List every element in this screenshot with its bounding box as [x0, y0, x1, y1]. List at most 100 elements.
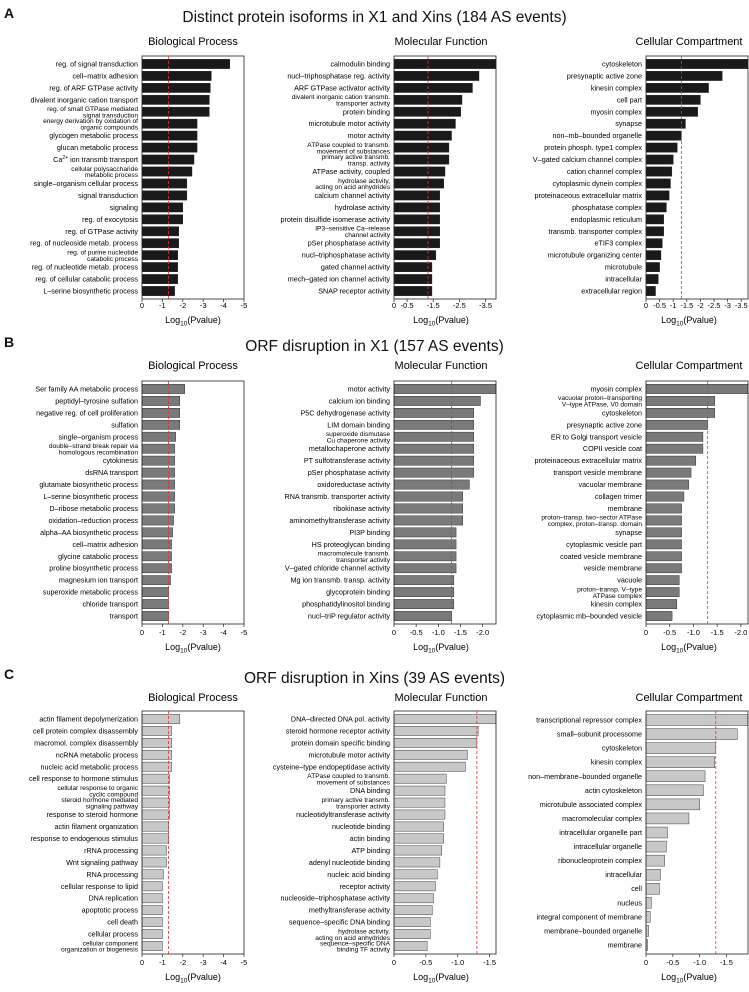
bar	[393, 154, 450, 165]
category-label: cell part	[617, 95, 642, 104]
category-label: coated vesicle membrane	[560, 552, 642, 561]
bar	[393, 142, 450, 153]
category-label: nucleoside–triphosphatase activity	[281, 894, 391, 903]
category-label: ribokinase activity	[333, 504, 390, 513]
x-tick-label: -3.5	[479, 301, 492, 310]
x-tick-label: -1.0	[432, 628, 445, 637]
category-label: reg. of purine nucleotide catabolic proce…	[67, 250, 138, 263]
bar	[141, 190, 188, 201]
category-label: actin filament organization	[54, 822, 138, 831]
category-label: integral component of membrane	[537, 912, 642, 921]
x-axis-label: Log10(Pvalue)	[661, 972, 717, 985]
plot-frame	[393, 55, 497, 300]
bar	[645, 226, 664, 237]
category-label: ATP binding	[352, 846, 391, 855]
chart-b-1: Biological Process Ser family AA metaboli…	[35, 360, 247, 655]
bar	[141, 142, 198, 153]
bar	[393, 821, 444, 832]
bar	[393, 797, 446, 808]
category-label: cytoskeleton	[602, 60, 642, 69]
category-label: intracellular	[605, 870, 642, 879]
category-label: cytokinesis	[103, 456, 139, 465]
bar	[645, 274, 659, 284]
category-label: negative reg. of cell proliferation	[36, 408, 138, 417]
category-label: Wnt signaling pathway	[66, 858, 138, 867]
panel-title-a: Distinct protein isoforms in X1 and Xins…	[182, 9, 567, 26]
plot-frame	[141, 380, 245, 625]
x-tick-label: -1.5	[711, 628, 724, 637]
category-label: RNA transmb. transporter activity	[285, 492, 391, 501]
x-tick-label: -2	[179, 958, 186, 967]
x-tick-label: -1	[159, 301, 166, 310]
bar	[393, 467, 475, 478]
bar	[141, 773, 170, 784]
chart-c-1: Biological Process actin filament depolym…	[29, 692, 247, 985]
category-label: response to steroid hormone	[47, 810, 139, 819]
bar	[645, 812, 690, 825]
bar	[393, 384, 497, 394]
category-label: superoxide metabolic process	[43, 588, 138, 597]
category-label: non–membrane–bounded organelle	[528, 772, 642, 781]
category-label: oxidation–reduction process	[49, 516, 139, 525]
bar	[645, 467, 692, 478]
plot-frame	[645, 380, 749, 625]
bar	[393, 833, 444, 844]
bar	[141, 929, 163, 939]
category-label: aminomethyltransferase activity	[289, 516, 390, 525]
bar	[141, 503, 175, 514]
panel-title-c: ORF disruption in Xins (39 AS events)	[243, 670, 506, 687]
category-label: calmodulin binding	[330, 60, 390, 69]
bar	[645, 384, 749, 394]
category-label: cellular component organization or biogen…	[61, 940, 139, 953]
bar	[393, 408, 475, 418]
x-tick-label: -1.0	[693, 958, 706, 967]
bar	[645, 798, 700, 811]
bar	[141, 599, 169, 609]
bar	[645, 396, 715, 406]
category-label: nucleic acid metabolic process	[41, 762, 139, 771]
bar	[645, 238, 663, 249]
category-label: protein domain specific binding	[291, 738, 390, 747]
bar	[393, 71, 480, 81]
x-tick-label: -2.5	[708, 301, 721, 310]
bar	[645, 190, 670, 201]
bar	[141, 71, 212, 81]
bar	[393, 773, 447, 784]
category-label: phosphatidylinositol binding	[302, 600, 390, 609]
category-label: L–serine biosynthetic process	[43, 287, 138, 296]
x-tick-label: -1.5	[483, 958, 496, 967]
category-label: kinesin complex	[591, 83, 643, 92]
bar	[393, 857, 441, 868]
category-label: cytoskeleton	[602, 744, 642, 753]
x-tick-label: -2	[179, 628, 186, 637]
category-label: V–gated calcium channel complex	[533, 155, 642, 164]
plot-frame	[645, 710, 749, 955]
bar	[141, 286, 175, 296]
x-axis-label: Log10(Pvalue)	[165, 315, 221, 328]
category-label: nucl–triP regulator activity	[308, 612, 391, 621]
x-tick-label: -0.5	[663, 628, 676, 637]
bar	[141, 857, 167, 868]
bar	[645, 563, 682, 574]
bar	[393, 575, 455, 586]
bar	[141, 761, 172, 772]
category-label: motor activity	[348, 385, 391, 394]
bar	[393, 738, 478, 748]
x-tick-label: -5	[241, 958, 248, 967]
bar	[141, 455, 175, 466]
category-label: calcium ion binding	[329, 396, 390, 405]
category-label: proteinaceous extracellular matrix	[535, 456, 643, 465]
bar	[141, 587, 169, 597]
x-tick-label: -3	[200, 628, 207, 637]
bar	[645, 742, 716, 754]
bar	[645, 897, 652, 909]
x-tick-label: -1.5	[680, 301, 693, 310]
bar	[645, 527, 682, 538]
bar	[141, 785, 170, 796]
category-label: macromolecule transmb. transporter activi…	[318, 551, 391, 564]
x-tick-label: 0	[392, 628, 396, 637]
bar	[393, 262, 433, 272]
bar	[141, 714, 180, 724]
x-tick-label: -3	[200, 301, 207, 310]
x-axis-label: Log10(Pvalue)	[165, 972, 221, 985]
